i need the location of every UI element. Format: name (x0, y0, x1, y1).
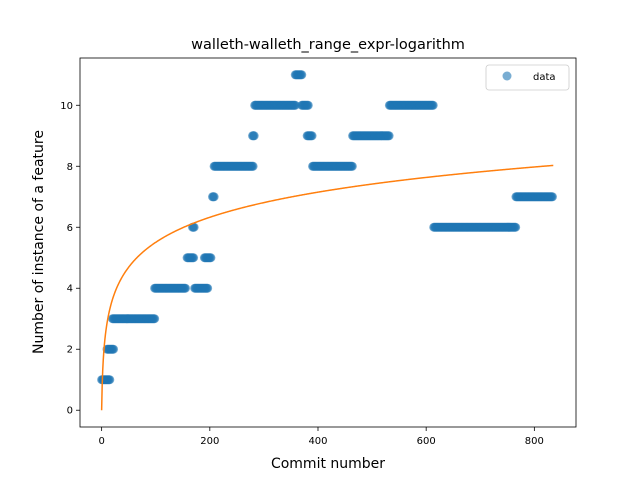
x-tick-label: 800 (525, 436, 544, 447)
x-tick-label: 200 (200, 436, 219, 447)
x-tick-label: 400 (308, 436, 327, 447)
data-point (347, 161, 357, 171)
y-tick-label: 10 (60, 101, 73, 112)
data-point (203, 283, 213, 293)
data-point (180, 283, 190, 293)
chart-title: walleth-walleth_range_expr-logarithm (191, 37, 465, 53)
y-axis-ticks: 0 2 4 6 8 10 (60, 101, 80, 417)
data-point (150, 314, 160, 324)
data-point (297, 70, 307, 80)
data-point (547, 192, 557, 202)
x-tick-label: 600 (417, 436, 436, 447)
y-tick-label: 0 (67, 406, 73, 417)
y-tick-label: 6 (67, 223, 73, 234)
x-tick-label: 0 (98, 436, 104, 447)
data-point (290, 100, 300, 110)
data-point (209, 192, 219, 202)
data-point (206, 253, 216, 263)
data-point (105, 375, 115, 385)
y-tick-label: 8 (67, 162, 73, 173)
data-point (303, 100, 313, 110)
x-axis-label: Commit number (271, 456, 385, 472)
data-point (249, 131, 259, 141)
plot-frame (79, 57, 577, 428)
data-point (109, 344, 119, 354)
legend: data (485, 64, 570, 91)
data-point (189, 253, 199, 263)
y-tick-label: 4 (67, 284, 73, 295)
data-point (248, 161, 258, 171)
data-point (428, 100, 438, 110)
data-point (307, 131, 317, 141)
legend-label-data: data (533, 72, 556, 83)
data-series (97, 70, 557, 385)
data-point (384, 131, 394, 141)
x-axis-ticks: 0 200 400 600 800 (98, 427, 544, 447)
y-axis-label: Number of instance of a feature (31, 130, 47, 354)
data-point (189, 222, 199, 232)
legend-box (485, 64, 570, 91)
y-tick-label: 2 (67, 345, 73, 356)
plot-area (97, 70, 557, 411)
legend-marker-data (502, 71, 512, 81)
data-point (511, 222, 521, 232)
fit-line (100, 164, 554, 411)
